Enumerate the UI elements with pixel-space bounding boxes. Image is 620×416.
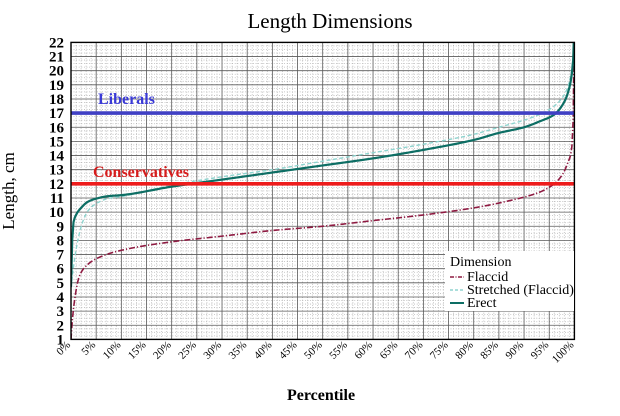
svg-text:5%: 5% — [79, 339, 98, 358]
svg-text:50%: 50% — [302, 339, 325, 362]
svg-text:80%: 80% — [453, 339, 476, 362]
svg-text:9: 9 — [57, 219, 65, 235]
svg-text:100%: 100% — [550, 339, 577, 366]
svg-text:Conservatives: Conservatives — [93, 164, 189, 181]
svg-text:17: 17 — [49, 106, 65, 122]
svg-text:12: 12 — [49, 177, 64, 193]
svg-text:22: 22 — [49, 35, 64, 51]
svg-text:20%: 20% — [151, 339, 174, 362]
svg-text:21: 21 — [49, 50, 64, 66]
svg-text:10%: 10% — [101, 339, 124, 362]
svg-text:85%: 85% — [478, 339, 501, 362]
svg-text:6: 6 — [57, 262, 65, 278]
svg-text:7: 7 — [57, 248, 65, 264]
svg-text:75%: 75% — [428, 339, 451, 362]
svg-text:13: 13 — [49, 163, 64, 179]
svg-text:3: 3 — [57, 304, 65, 320]
svg-text:20: 20 — [49, 64, 64, 80]
svg-text:4: 4 — [57, 290, 65, 306]
svg-text:40%: 40% — [252, 339, 275, 362]
svg-text:60%: 60% — [352, 339, 375, 362]
svg-text:11: 11 — [50, 191, 64, 207]
svg-text:25%: 25% — [176, 339, 199, 362]
svg-text:90%: 90% — [503, 339, 526, 362]
svg-text:2: 2 — [57, 318, 65, 334]
svg-text:15: 15 — [49, 134, 64, 150]
svg-text:10: 10 — [49, 205, 64, 221]
svg-text:45%: 45% — [277, 339, 300, 362]
svg-text:15%: 15% — [126, 339, 149, 362]
svg-text:5: 5 — [57, 276, 65, 292]
svg-text:Dimension: Dimension — [450, 255, 511, 270]
svg-text:Liberals: Liberals — [98, 91, 155, 108]
svg-text:70%: 70% — [403, 339, 426, 362]
svg-text:8: 8 — [57, 233, 65, 249]
svg-text:55%: 55% — [327, 339, 350, 362]
svg-text:19: 19 — [49, 78, 64, 94]
svg-text:16: 16 — [49, 120, 65, 136]
svg-text:Erect: Erect — [467, 296, 497, 311]
svg-text:30%: 30% — [201, 339, 224, 362]
svg-text:14: 14 — [49, 149, 65, 165]
svg-text:Percentile: Percentile — [287, 387, 355, 404]
svg-text:18: 18 — [49, 92, 64, 108]
svg-text:95%: 95% — [529, 339, 552, 362]
svg-text:65%: 65% — [378, 339, 401, 362]
svg-text:Length, cm: Length, cm — [0, 152, 18, 229]
svg-text:35%: 35% — [227, 339, 250, 362]
svg-text:Length Dimensions: Length Dimensions — [247, 9, 412, 33]
